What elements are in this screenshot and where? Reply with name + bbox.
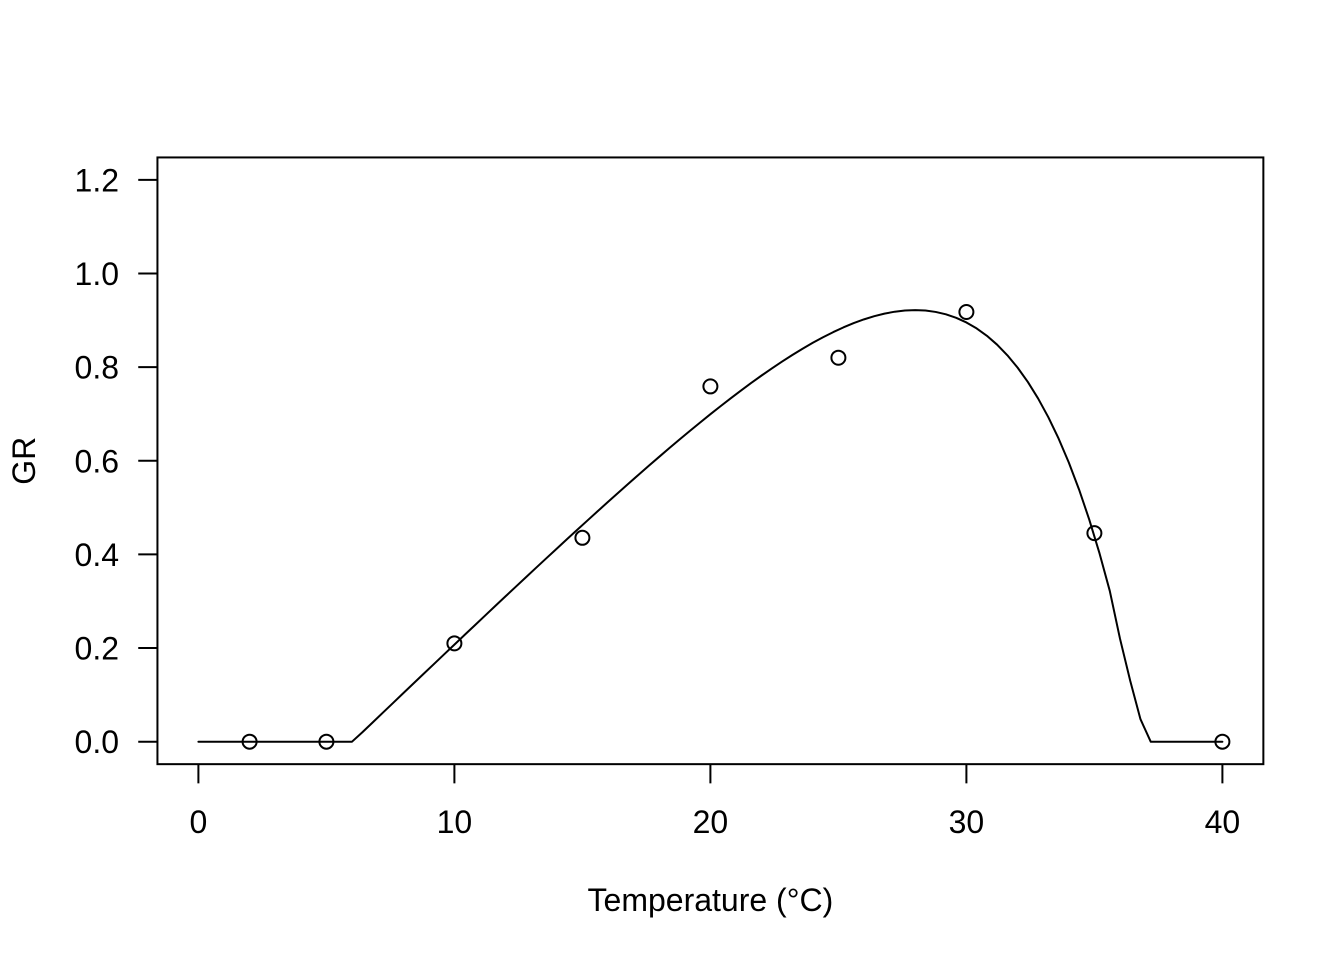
svg-text:0.2: 0.2 [75,631,119,667]
svg-text:20: 20 [693,804,729,840]
svg-text:0.8: 0.8 [75,350,119,386]
svg-text:40: 40 [1205,804,1241,840]
svg-text:0.6: 0.6 [75,443,119,479]
svg-text:0: 0 [190,804,208,840]
svg-text:30: 30 [949,804,985,840]
svg-text:0.4: 0.4 [75,537,119,573]
svg-text:10: 10 [437,804,473,840]
svg-text:1.2: 1.2 [75,162,119,198]
svg-text:Temperature (°C): Temperature (°C) [588,882,834,918]
svg-text:GR: GR [6,437,42,485]
svg-text:0.0: 0.0 [75,724,119,760]
svg-text:1.0: 1.0 [75,256,119,292]
